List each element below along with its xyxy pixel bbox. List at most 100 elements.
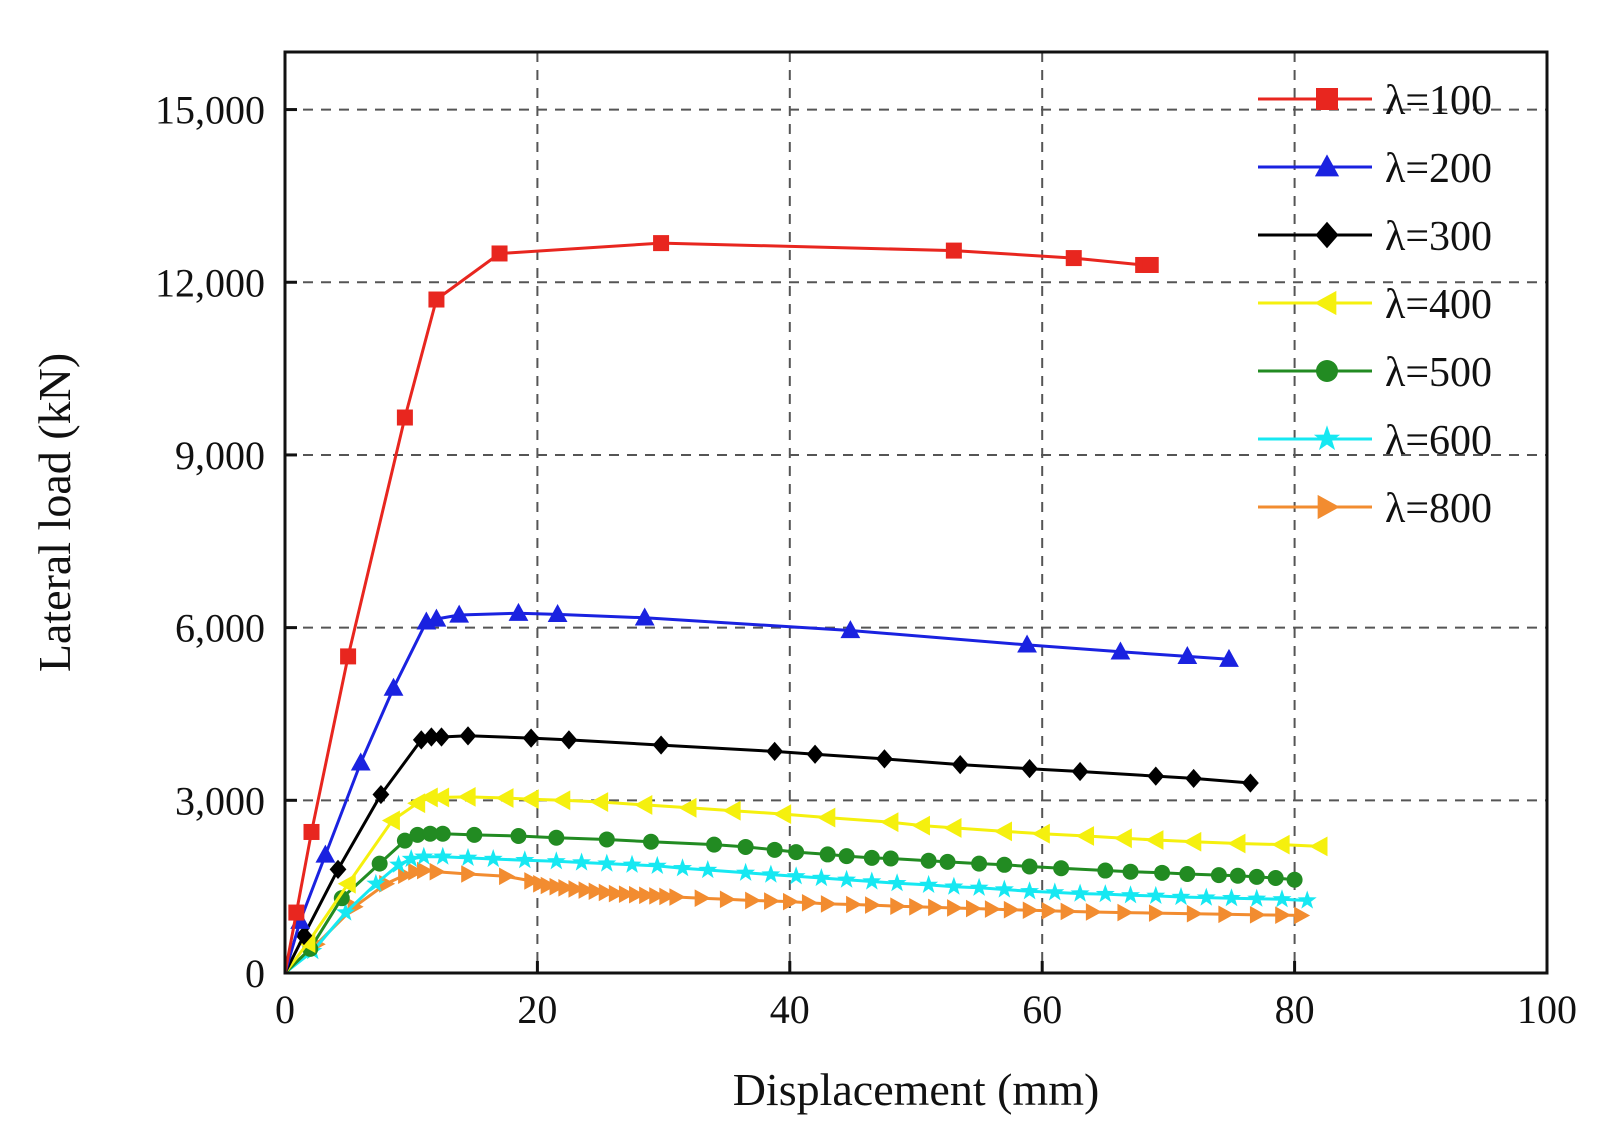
data-point	[1227, 833, 1246, 854]
data-point	[515, 850, 535, 869]
data-point	[943, 818, 962, 838]
data-point	[449, 604, 470, 623]
data-point	[1045, 882, 1065, 901]
data-point	[548, 829, 565, 846]
data-point	[634, 607, 655, 626]
data-point	[412, 730, 430, 750]
data-point	[939, 853, 956, 870]
data-point	[381, 810, 400, 831]
data-point	[1121, 885, 1141, 904]
data-point	[698, 860, 718, 879]
data-point	[1196, 887, 1216, 906]
data-point	[483, 849, 503, 868]
data-point	[993, 821, 1012, 842]
data-point	[433, 727, 450, 747]
legend-label: λ=300	[1385, 214, 1492, 260]
data-point	[433, 846, 453, 865]
data-point	[336, 902, 356, 921]
data-point	[984, 900, 1001, 918]
data-point	[969, 877, 989, 896]
data-point	[806, 744, 824, 764]
data-point	[647, 855, 667, 874]
y-axis-ticks: 0 3,000 6,000 9,000 12,000 15,000	[155, 88, 297, 996]
plot-frame	[283, 50, 1549, 975]
data-point	[371, 855, 388, 872]
data-point	[588, 882, 605, 901]
data-point	[1222, 888, 1241, 907]
data-point	[1309, 836, 1328, 857]
data-point	[1110, 641, 1131, 660]
data-point	[466, 826, 483, 843]
data-point	[1154, 864, 1171, 881]
data-point	[736, 862, 756, 881]
data-point	[597, 853, 617, 872]
data-point	[1053, 860, 1070, 877]
data-point	[971, 855, 988, 872]
data-point	[315, 844, 336, 863]
data-point	[865, 896, 882, 914]
data-point	[396, 832, 413, 849]
data-point	[1177, 646, 1198, 665]
data-point	[1185, 768, 1203, 789]
data-point	[629, 885, 646, 904]
data-point	[1248, 868, 1265, 885]
data-point	[673, 858, 692, 877]
data-point	[1272, 889, 1292, 908]
legend-label: λ=200	[1385, 146, 1492, 192]
legend-entry: λ=400	[1258, 282, 1492, 328]
data-point	[1145, 830, 1164, 850]
series-group	[283, 235, 1159, 974]
data-point	[745, 891, 762, 910]
legend-entry: λ=300	[1258, 214, 1492, 260]
data-point	[911, 815, 930, 836]
data-point	[510, 828, 527, 845]
data-point	[694, 889, 711, 907]
legend-marker	[1314, 154, 1340, 177]
legend-marker	[1317, 494, 1340, 520]
data-point	[1179, 865, 1196, 882]
data-point	[590, 792, 609, 812]
data-point	[419, 787, 438, 808]
data-point	[297, 933, 316, 953]
data-point	[426, 608, 447, 627]
data-point	[876, 749, 893, 769]
data-point	[1247, 888, 1267, 907]
data-point	[1021, 858, 1038, 875]
legend-marker	[1313, 425, 1341, 451]
data-point	[1297, 890, 1317, 909]
data-point	[457, 786, 476, 807]
data-point	[499, 867, 516, 886]
legend: λ=100 λ=200 λ=300 λ=400 λ=500 λ=600 λ=800	[1258, 78, 1492, 532]
data-point	[773, 804, 792, 825]
data-point	[1022, 901, 1039, 920]
data-point	[639, 886, 656, 905]
data-point	[882, 850, 899, 867]
data-point	[890, 897, 907, 916]
data-point	[840, 620, 861, 639]
y-tick-label: 15,000	[155, 88, 265, 133]
data-point	[801, 893, 818, 912]
y-tick-label: 9,000	[175, 433, 265, 478]
data-point	[422, 727, 440, 747]
data-point	[920, 852, 937, 869]
data-point	[552, 790, 571, 811]
data-point	[887, 873, 907, 892]
data-point	[618, 885, 635, 903]
data-point	[783, 892, 799, 911]
data-point	[1249, 906, 1266, 924]
legend-marker	[1314, 290, 1337, 316]
data-point	[669, 888, 686, 906]
legend-label: λ=500	[1385, 350, 1492, 396]
data-point	[295, 925, 313, 946]
data-point	[396, 409, 413, 426]
data-point	[458, 847, 478, 866]
data-point	[1031, 823, 1050, 844]
data-point	[329, 859, 347, 879]
data-point	[1065, 250, 1082, 267]
data-point	[383, 677, 404, 696]
data-point	[880, 812, 899, 833]
x-tick-label: 100	[1517, 987, 1577, 1032]
data-point	[838, 848, 855, 865]
data-point	[817, 807, 836, 828]
